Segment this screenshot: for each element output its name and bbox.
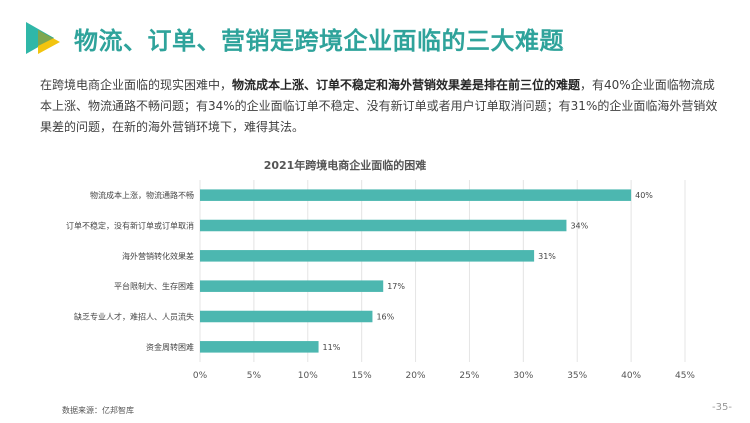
intro-text-2: ，有40%企业面临物流成本上涨、物流通路不畅问题；有34%的企业面临订单不稳定、… [40, 78, 718, 134]
page-number: -35- [712, 402, 732, 413]
bar [200, 189, 632, 201]
chart-title: 2021年跨境电商企业面临的困难 [263, 159, 427, 172]
x-tick-label: 0% [193, 371, 208, 381]
x-tick-label: 35% [567, 371, 587, 381]
label-layer: 0% 5% 10% 15% 20% 25% 30% 35% 40% 45% 物流成本上涨，物流通路不… [66, 190, 695, 381]
bar-layer [200, 189, 632, 353]
data-label: 40% [635, 191, 653, 200]
bar [200, 280, 384, 292]
data-label: 31% [538, 252, 556, 261]
intro-paragraph: 在跨境电商企业面临的现实困难中，物流成本上涨、订单不稳定和海外营销效果差是排在前… [40, 75, 720, 138]
intro-highlight: 物流成本上涨、订单不稳定和海外营销效果差是排在前三位的难题 [232, 78, 581, 92]
data-label: 11% [323, 343, 341, 352]
grid-layer [199, 180, 686, 362]
x-tick-label: 45% [675, 371, 695, 381]
intro-text-1: 在跨境电商企业面临的现实困难中， [40, 78, 233, 92]
x-tick-label: 20% [406, 371, 426, 381]
logo-icon [26, 22, 60, 54]
data-label: 17% [387, 282, 405, 291]
category-label: 资金周转困难 [146, 342, 194, 352]
x-tick-label: 10% [298, 371, 318, 381]
data-label: 34% [570, 222, 588, 231]
data-label: 16% [376, 313, 394, 322]
bar [200, 310, 373, 323]
x-tick-label: 40% [621, 371, 641, 381]
x-tick-label: 30% [513, 371, 533, 381]
category-label: 订单不稳定，没有新订单或订单取消 [66, 221, 194, 231]
category-label: 海外营销转化效果差 [122, 251, 194, 261]
x-tick-label: 25% [459, 371, 479, 381]
category-label: 物流成本上涨，物流通路不畅 [90, 190, 194, 200]
bar [200, 250, 535, 262]
page-title: 物流、订单、营销是跨境企业面临的三大难题 [74, 27, 564, 55]
category-label: 平台限制大、生存困难 [114, 281, 194, 291]
bar [200, 219, 567, 232]
x-tick-label: 5% [247, 371, 262, 381]
x-tick-label: 15% [352, 371, 372, 381]
category-label: 缺乏专业人才，难招人、人员流失 [74, 312, 194, 322]
bar [200, 341, 319, 353]
data-source: 数据来源：亿邦智库 [62, 406, 134, 415]
